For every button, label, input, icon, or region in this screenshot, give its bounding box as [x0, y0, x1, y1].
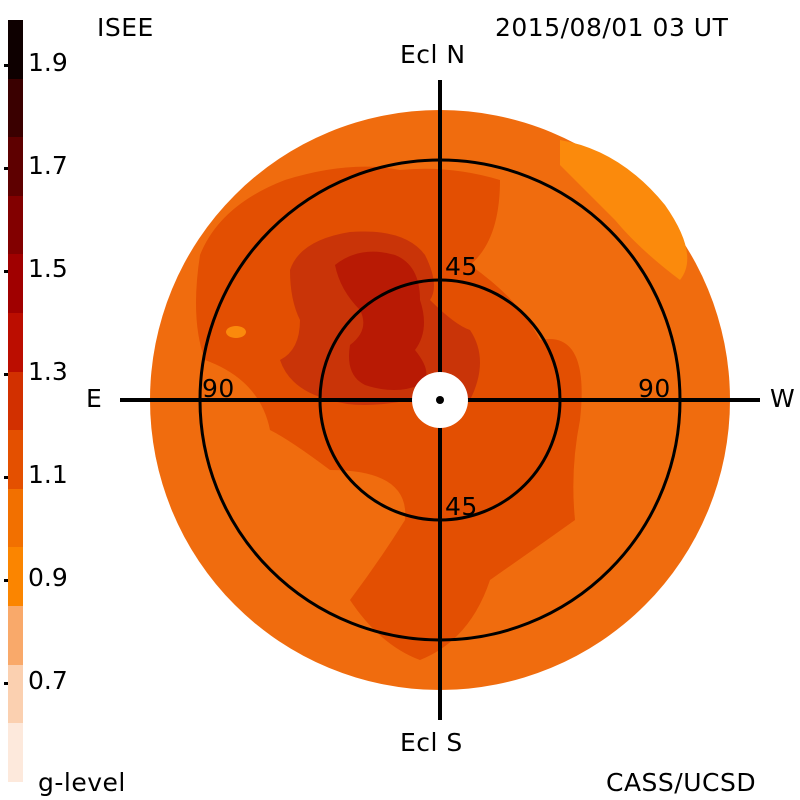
- colorbar-tick-label: 1.1: [28, 460, 68, 489]
- colorbar-segment: [8, 137, 23, 196]
- colorbar-segment: [8, 488, 23, 548]
- ring-label-90-left: 90: [202, 374, 235, 403]
- colorbar-tick-mark: [4, 476, 8, 479]
- colorbar-segment: [8, 430, 23, 489]
- west-label: W: [770, 384, 796, 413]
- colorbar-segment: [8, 20, 23, 79]
- colorbar-tick-mark: [4, 373, 8, 376]
- colorbar-tick-label: 0.9: [28, 563, 68, 592]
- ring-label-45-top: 45: [445, 252, 478, 281]
- colorbar-segment: [8, 547, 23, 607]
- colorbar-segment: [8, 78, 23, 138]
- colorbar-segment: [8, 606, 23, 665]
- colorbar-tick-mark: [4, 270, 8, 273]
- ecliptic-south-label: Ecl S: [400, 728, 463, 757]
- colorbar-title: g-level: [38, 768, 126, 797]
- colorbar-segment: [8, 371, 23, 431]
- colorbar-tick-label: 0.7: [28, 666, 68, 695]
- datetime-label: 2015/08/01 03 UT: [495, 13, 729, 42]
- ecliptic-north-label: Ecl N: [400, 40, 466, 69]
- colorbar-tick-mark: [4, 579, 8, 582]
- colorbar-segment: [8, 254, 23, 314]
- colorbar-segment: [8, 195, 23, 255]
- map-region-light: [560, 140, 688, 280]
- colorbar-segment: [8, 723, 23, 782]
- colorbar-tick-mark: [4, 167, 8, 170]
- colorbar-tick-label: 1.7: [28, 151, 68, 180]
- colorbar-tick-mark: [4, 682, 8, 685]
- colorbar-tick-label: 1.3: [28, 357, 68, 386]
- east-label: E: [86, 384, 103, 413]
- colorbar-tick-mark: [4, 64, 8, 67]
- instrument-label: ISEE: [97, 13, 154, 42]
- colorbar: [8, 20, 23, 782]
- sun-center-dot: [436, 396, 444, 404]
- colorbar-segment: [8, 664, 23, 724]
- ring-label-45-bottom: 45: [445, 492, 478, 521]
- colorbar-tick-label: 1.9: [28, 48, 68, 77]
- credit-label: CASS/UCSD: [606, 768, 757, 797]
- colorbar-segment: [8, 313, 23, 372]
- ring-label-90-right: 90: [638, 374, 671, 403]
- map-region-blob: [226, 326, 246, 338]
- colorbar-tick-label: 1.5: [28, 254, 68, 283]
